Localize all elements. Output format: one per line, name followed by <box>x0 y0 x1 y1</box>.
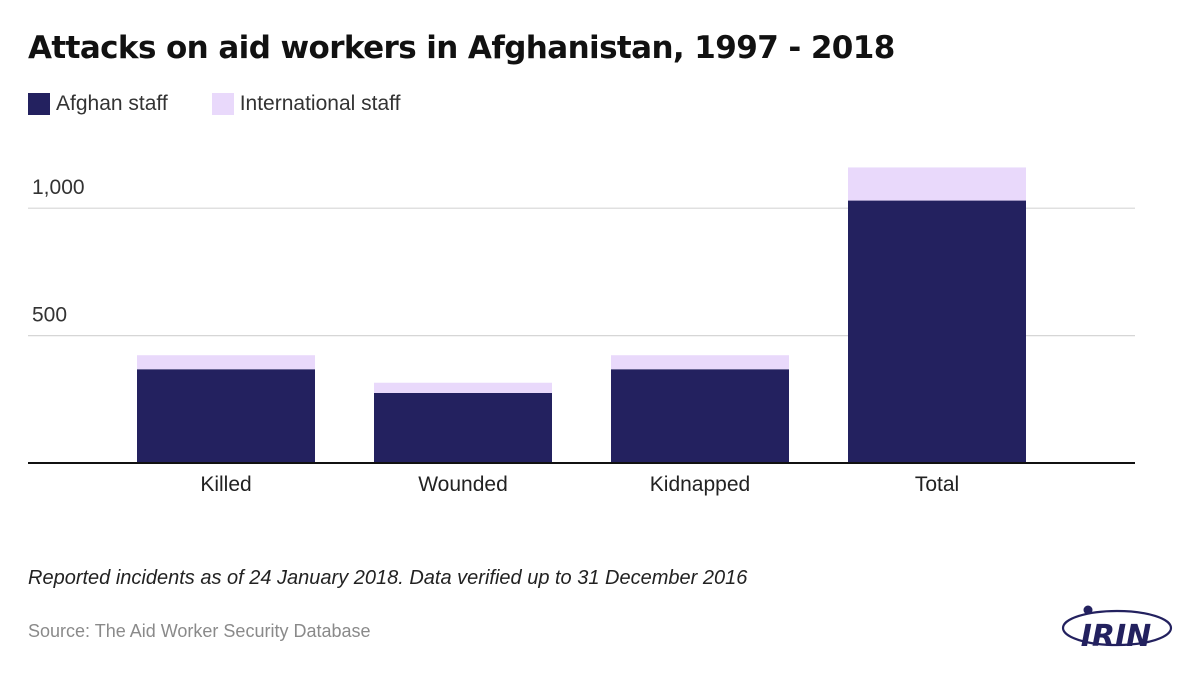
logo-orbit <box>1061 609 1173 647</box>
y-tick-label: 500 <box>32 304 67 327</box>
chart-title: Attacks on aid workers in Afghanistan, 1… <box>28 30 895 66</box>
x-category-label: Killed <box>200 473 251 496</box>
bar-killed-international-staff <box>137 355 315 370</box>
legend-label-international-staff: International staff <box>239 92 401 115</box>
chart-note: Reported incidents as of 24 January 2018… <box>28 567 748 589</box>
bar-wounded-international-staff <box>374 382 552 393</box>
bar-total-international-staff <box>848 167 1026 201</box>
irin-logo: IRIN <box>1061 605 1173 654</box>
legend-swatch-afghan-staff <box>28 93 50 115</box>
legend: Afghan staff International staff <box>28 92 444 116</box>
source-text: Source: The Aid Worker Security Database <box>28 621 371 641</box>
y-tick-label: 1,000 <box>32 176 85 199</box>
legend-item-international-staff: International staff <box>211 92 401 116</box>
legend-label-afghan-staff: Afghan staff <box>56 92 168 115</box>
logo-dot <box>1083 605 1093 615</box>
bar-chart: 500 1,000 Killed Wounded Kidnapped Total <box>28 167 1135 496</box>
bar-kidnapped-afghan-staff <box>611 369 789 463</box>
legend-swatch-international-staff <box>211 93 234 115</box>
logo-text: IRIN <box>1081 619 1152 654</box>
bar-kidnapped-international-staff <box>611 355 789 370</box>
bar-wounded-afghan-staff <box>374 392 552 463</box>
x-category-label: Kidnapped <box>650 473 750 496</box>
bar-total-afghan-staff <box>848 200 1026 463</box>
legend-item-afghan-staff: Afghan staff <box>28 92 168 116</box>
bar-killed-afghan-staff <box>137 369 315 463</box>
x-category-label: Wounded <box>418 473 508 496</box>
x-category-label: Total <box>915 473 959 496</box>
